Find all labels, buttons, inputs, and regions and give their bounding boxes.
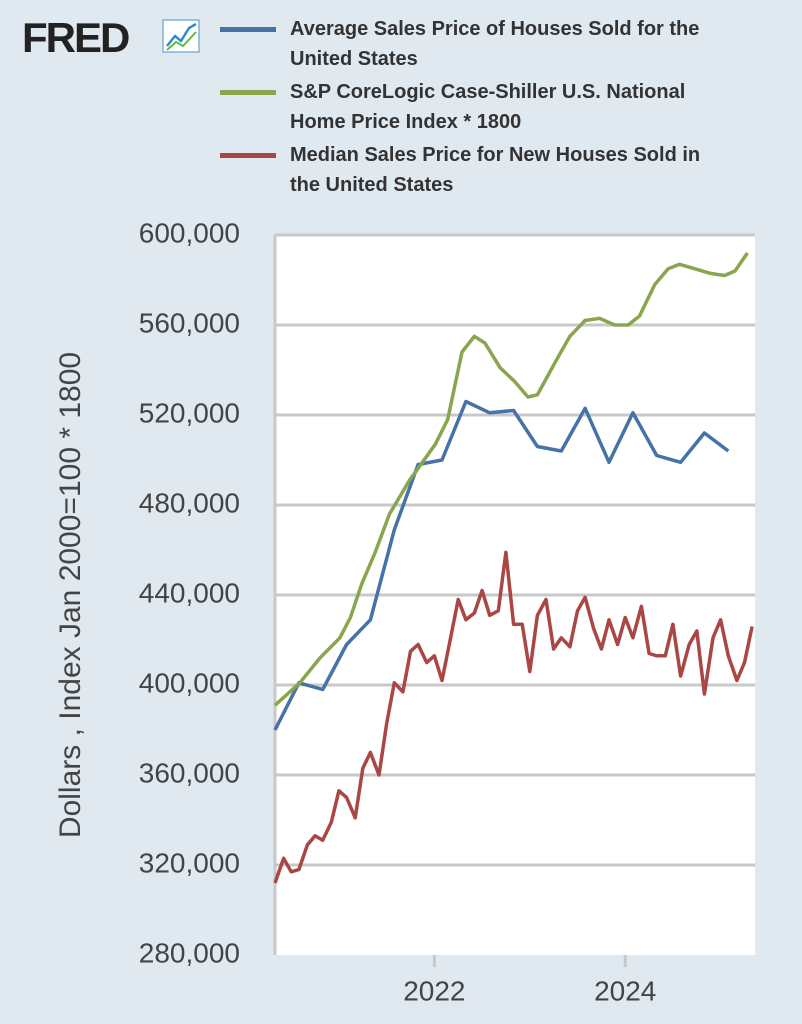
logo-icon	[162, 19, 200, 53]
legend-swatch	[220, 27, 276, 32]
y-tick-label: 360,000	[139, 757, 240, 788]
series-line	[273, 550, 754, 884]
legend-swatch	[220, 90, 276, 95]
legend-label: S&P CoreLogic Case-Shiller U.S. National…	[290, 81, 686, 133]
series-line	[273, 252, 749, 707]
series-line	[273, 399, 730, 731]
y-axis-label: Dollars , Index Jan 2000=100 * 1800	[54, 352, 87, 838]
logo: FRED	[22, 14, 130, 61]
legend-label: Average Sales Price of Houses Sold for t…	[290, 18, 700, 70]
y-tick-label: 320,000	[139, 847, 240, 878]
legend: Average Sales Price of Houses Sold for t…	[220, 14, 780, 203]
legend-item: Average Sales Price of Houses Sold for t…	[220, 14, 780, 74]
y-tick-label: 480,000	[139, 487, 240, 518]
legend-item: Median Sales Price for New Houses Sold i…	[220, 140, 780, 200]
y-tick-label: 280,000	[139, 937, 240, 968]
legend-item: S&P CoreLogic Case-Shiller U.S. National…	[220, 77, 780, 137]
y-tick-label: 520,000	[139, 397, 240, 428]
y-tick-label: 440,000	[139, 577, 240, 608]
x-tick-label: 2024	[594, 975, 656, 1006]
y-tick-label: 600,000	[139, 217, 240, 248]
legend-swatch	[220, 153, 276, 158]
legend-label: Median Sales Price for New Houses Sold i…	[290, 144, 701, 196]
x-tick-label: 2022	[403, 975, 465, 1006]
y-tick-label: 400,000	[139, 667, 240, 698]
y-tick-label: 560,000	[139, 307, 240, 338]
